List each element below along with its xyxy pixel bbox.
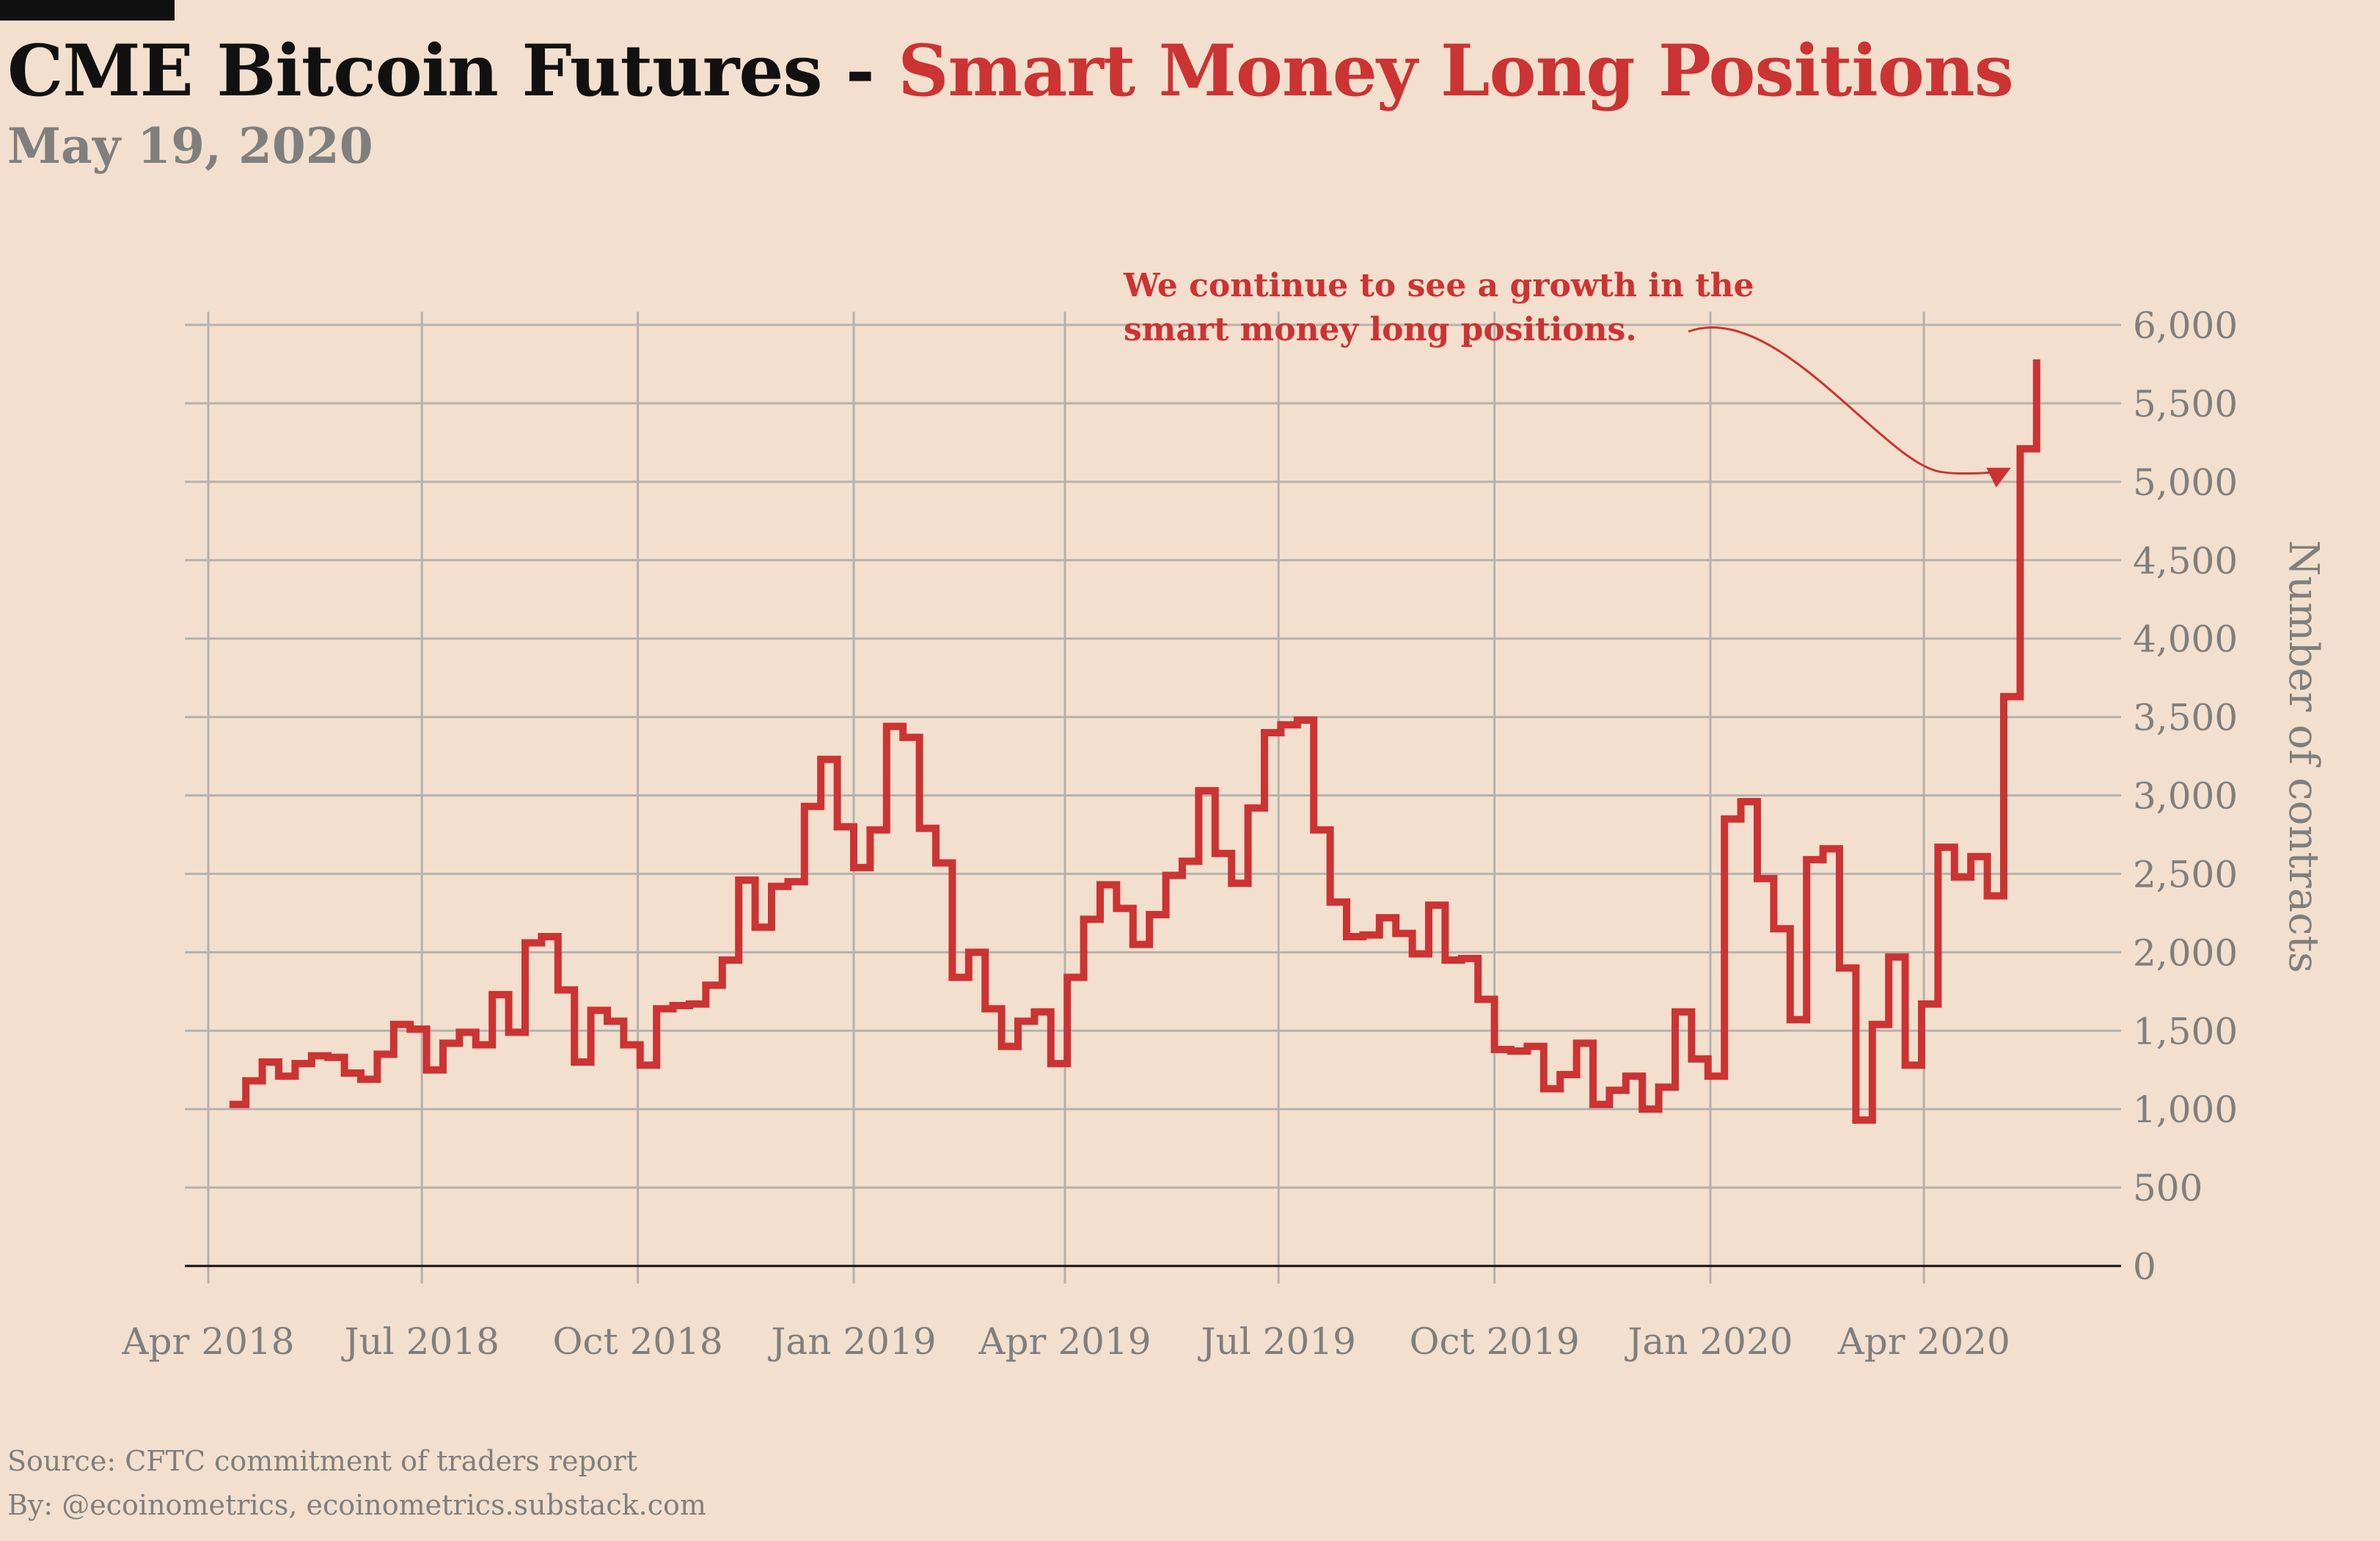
annotation-arrow <box>1688 326 2011 488</box>
x-tick-label: Oct 2019 <box>1409 1320 1579 1363</box>
y-tick-label: 0 <box>2133 1245 2156 1288</box>
title-accent: Smart Money Long Positions <box>898 29 2014 112</box>
x-tick-label: Apr 2019 <box>978 1320 1151 1363</box>
y-tick-label: 2,000 <box>2133 931 2238 974</box>
y-tick-label: 1,000 <box>2133 1088 2238 1131</box>
y-tick-label: 5,500 <box>2133 383 2238 425</box>
annotation-line-1: We continue to see a growth in the <box>1123 267 1754 304</box>
x-tick-label: Jan 2019 <box>767 1320 936 1363</box>
y-tick-label: 2,500 <box>2133 853 2238 896</box>
x-tick-label: Jul 2018 <box>341 1320 499 1363</box>
chart-subtitle: May 19, 2020 <box>7 117 373 175</box>
byline: By: @ecoinometrics, ecoinometrics.substa… <box>7 1489 706 1521</box>
series-line-smart-money-long <box>229 359 2040 1124</box>
y-gridlines <box>185 323 2121 1189</box>
top-accent-bar <box>0 0 175 21</box>
x-tick-label: Jan 2020 <box>1624 1320 1793 1363</box>
title-main: CME Bitcoin Futures - <box>7 29 898 112</box>
x-tick-label: Apr 2020 <box>1837 1320 2010 1363</box>
x-tick-label: Oct 2018 <box>552 1320 722 1363</box>
chart-title: CME Bitcoin Futures - Smart Money Long P… <box>7 29 2014 112</box>
x-tick-label: Apr 2018 <box>121 1320 294 1363</box>
y-axis-label: Number of contracts <box>2280 540 2327 973</box>
y-tick-label: 1,500 <box>2133 1010 2238 1053</box>
x-gridlines <box>207 312 1925 1284</box>
y-tick-label: 6,000 <box>2133 304 2238 347</box>
y-tick-labels: 0 500 1,000 1,500 2,000 2,500 3,000 3,500 4,000 4… <box>2133 304 2238 1288</box>
y-tick-label: 500 <box>2133 1167 2203 1209</box>
y-tick-label: 5,000 <box>2133 461 2238 504</box>
y-tick-label: 4,000 <box>2133 618 2238 661</box>
y-tick-label: 4,500 <box>2133 540 2238 582</box>
y-tick-label: 3,500 <box>2133 697 2238 739</box>
y-tick-label: 3,000 <box>2133 775 2238 818</box>
x-tick-label: Jul 2019 <box>1198 1320 1356 1363</box>
x-tick-labels: Apr 2018 Jul 2018 Oct 2018 Jan 2019 Apr 2019… <box>121 1320 2010 1363</box>
annotation-line-2: smart money long positions. <box>1124 311 1637 348</box>
source-note: Source: CFTC commitment of traders repor… <box>7 1445 638 1477</box>
